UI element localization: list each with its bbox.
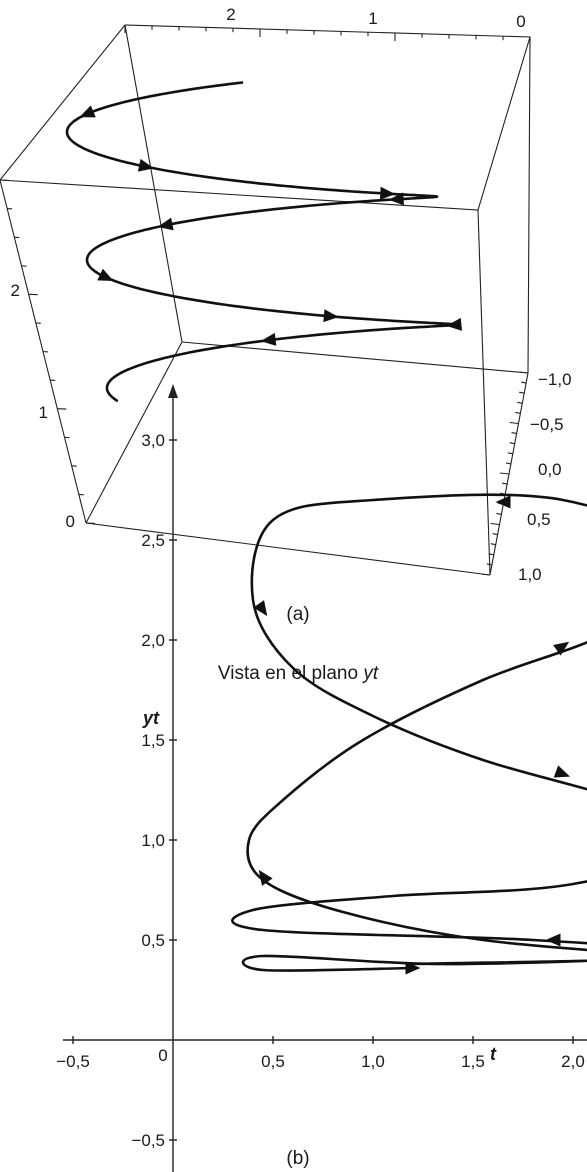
y-tick-label: −0,5 — [530, 415, 564, 434]
x-axis-label: t — [490, 1044, 497, 1064]
plot-3d: 2 1 0 −1,0 −0,5 0,0 0,5 1,0 0 1 2 (a) — [0, 5, 572, 625]
x-axis-ticks: −0,50,51,01,52,02,53,0 — [56, 1036, 585, 1071]
yt-arrow — [495, 495, 511, 509]
yt-direction-arrows — [253, 495, 571, 975]
yt-arrow — [405, 961, 421, 975]
y-tick — [519, 391, 525, 394]
x-tick-label: 0,5 — [261, 1052, 285, 1071]
y-tick-label: 0,5 — [527, 510, 551, 529]
yt-curve — [231, 493, 587, 972]
helix-arrow — [323, 309, 339, 323]
x-tick-label: 0 — [516, 12, 525, 31]
y-tick — [511, 432, 517, 435]
z-tick-label: 2 — [11, 281, 20, 300]
z-tick-label: 0 — [66, 512, 75, 531]
y-tick-label: 2,5 — [141, 531, 165, 550]
y-axis-ticks-3d — [480, 371, 529, 576]
x-axis-ticks-3d — [124, 25, 531, 45]
y-tick — [492, 533, 498, 536]
y-tick-label: 2,0 — [141, 631, 165, 650]
box-bottom-left-edge — [85, 341, 183, 524]
caption-b: (b) — [286, 1148, 309, 1169]
y-tick — [515, 411, 521, 414]
y-tick — [509, 442, 515, 445]
y-tick-label: 0,0 — [538, 460, 562, 479]
y-tick-label: 1,5 — [141, 731, 165, 750]
chart-title: Vista en el plano yt — [218, 663, 379, 684]
y-tick-label: 1,0 — [141, 831, 165, 850]
y-tick — [518, 371, 529, 374]
y-tick-label: −1,0 — [538, 370, 572, 389]
y-tick — [490, 522, 500, 526]
helix-arrow — [97, 268, 114, 282]
origin-label: 0 — [158, 1046, 167, 1065]
x-tick-label: 2,0 — [561, 1052, 585, 1071]
y-tick-label: −0,5 — [131, 1131, 165, 1150]
y-tick — [496, 512, 502, 515]
box-bottom-front-edge — [85, 522, 491, 576]
y-tick — [488, 553, 494, 556]
plot-2d: Vista en el plano yt −0,5 0,5 1,0 1,5 2,0 2,5… — [56, 384, 587, 1172]
x-tick-label: 1,5 — [461, 1052, 485, 1071]
y-tick-label: 0,5 — [141, 931, 165, 950]
helix-arrow — [388, 192, 404, 206]
y-tick — [490, 543, 496, 546]
axes — [63, 384, 587, 1172]
box-back-right-edge — [527, 36, 531, 374]
x-tick-label: 1 — [368, 9, 377, 28]
box-bottom-back-edge — [181, 341, 529, 374]
helix-arrow — [157, 217, 174, 231]
z-axis-ticks-3d — [0, 179, 96, 524]
yt-arrow — [545, 933, 561, 947]
box-front-right-edge — [477, 209, 491, 576]
helix-arrow — [446, 317, 463, 331]
y-axis-ticks: −0,5 0,5 1,0 1,5 2,0 2,5 3,0 — [131, 431, 177, 1150]
helix-arrow — [79, 105, 96, 118]
yt-arrow — [553, 765, 571, 778]
yt-arrow — [553, 641, 570, 656]
y-tick-label: 1,0 — [518, 565, 542, 584]
y-tick — [501, 482, 508, 485]
box-back-left-edge — [124, 24, 183, 343]
helix-arrow — [260, 332, 277, 346]
x-tick-label: 2 — [226, 5, 235, 24]
y-tick — [480, 573, 491, 576]
y-tick — [486, 563, 493, 566]
z-tick-label: 1 — [39, 403, 48, 422]
y-tick — [499, 472, 510, 475]
caption-a: (a) — [286, 604, 309, 625]
y-axis-label: yt — [142, 708, 160, 728]
y-axis-arrow — [168, 384, 178, 398]
x-tick-label: −0,5 — [56, 1052, 90, 1071]
yt-arrow — [258, 869, 273, 886]
y-tick — [520, 381, 527, 384]
helix-arrow — [137, 158, 154, 172]
x-tick-label: 1,0 — [361, 1052, 385, 1071]
y-tick — [509, 421, 519, 425]
y-tick — [507, 452, 513, 455]
y-tick — [517, 401, 523, 404]
y-tick — [505, 462, 512, 465]
helix-direction-arrows — [79, 105, 463, 346]
helix-curve — [65, 81, 459, 402]
helix-arrow — [379, 186, 396, 200]
y-tick-label: 3,0 — [141, 431, 165, 450]
yt-arrow — [253, 600, 268, 617]
